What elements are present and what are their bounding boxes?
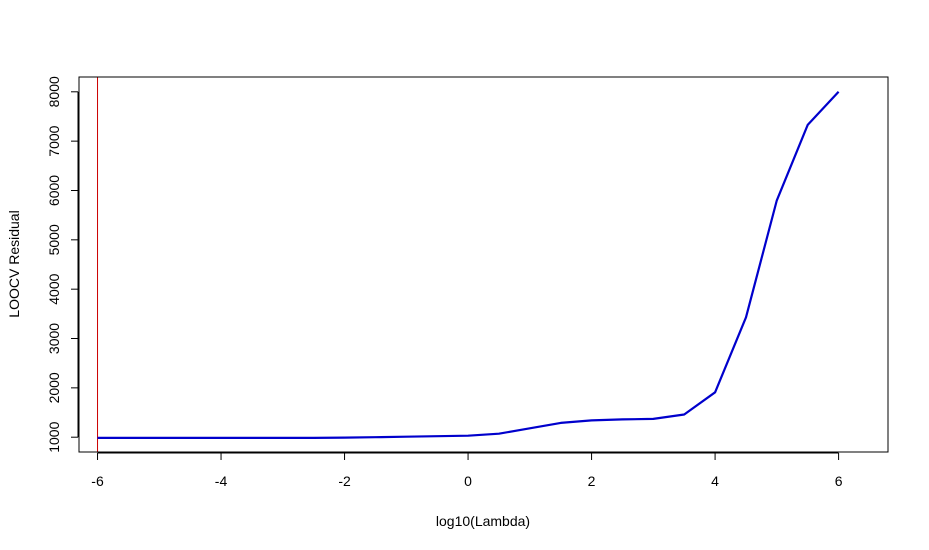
y-tick-label: 4000 [46, 273, 62, 304]
y-tick-label: 7000 [46, 125, 62, 156]
y-tick-label: 2000 [46, 372, 62, 403]
plot-frame [78, 76, 889, 453]
y-axis-label: LOOCV Residual [6, 210, 22, 317]
x-axis: -6 -4 -2 0 2 4 6 [91, 452, 843, 489]
x-tick-label: -4 [215, 473, 228, 489]
y-tick-label: 6000 [46, 175, 62, 206]
y-tick-label: 1000 [46, 421, 62, 452]
y-axis: 1000 2000 3000 4000 5000 6000 7000 8000 [46, 76, 79, 453]
plot-content [97, 77, 840, 452]
series-line [97, 91, 840, 439]
x-axis-label: log10(Lambda) [436, 513, 530, 529]
x-tick-label: -2 [338, 473, 351, 489]
x-tick-label: -6 [91, 473, 104, 489]
y-tick-label: 5000 [46, 224, 62, 255]
y-tick-label: 3000 [46, 323, 62, 354]
x-tick-label: 0 [464, 473, 472, 489]
x-tick-label: 4 [711, 473, 719, 489]
y-tick-label: 8000 [46, 76, 62, 107]
x-tick-label: 2 [588, 473, 596, 489]
x-tick-label: 6 [835, 473, 843, 489]
